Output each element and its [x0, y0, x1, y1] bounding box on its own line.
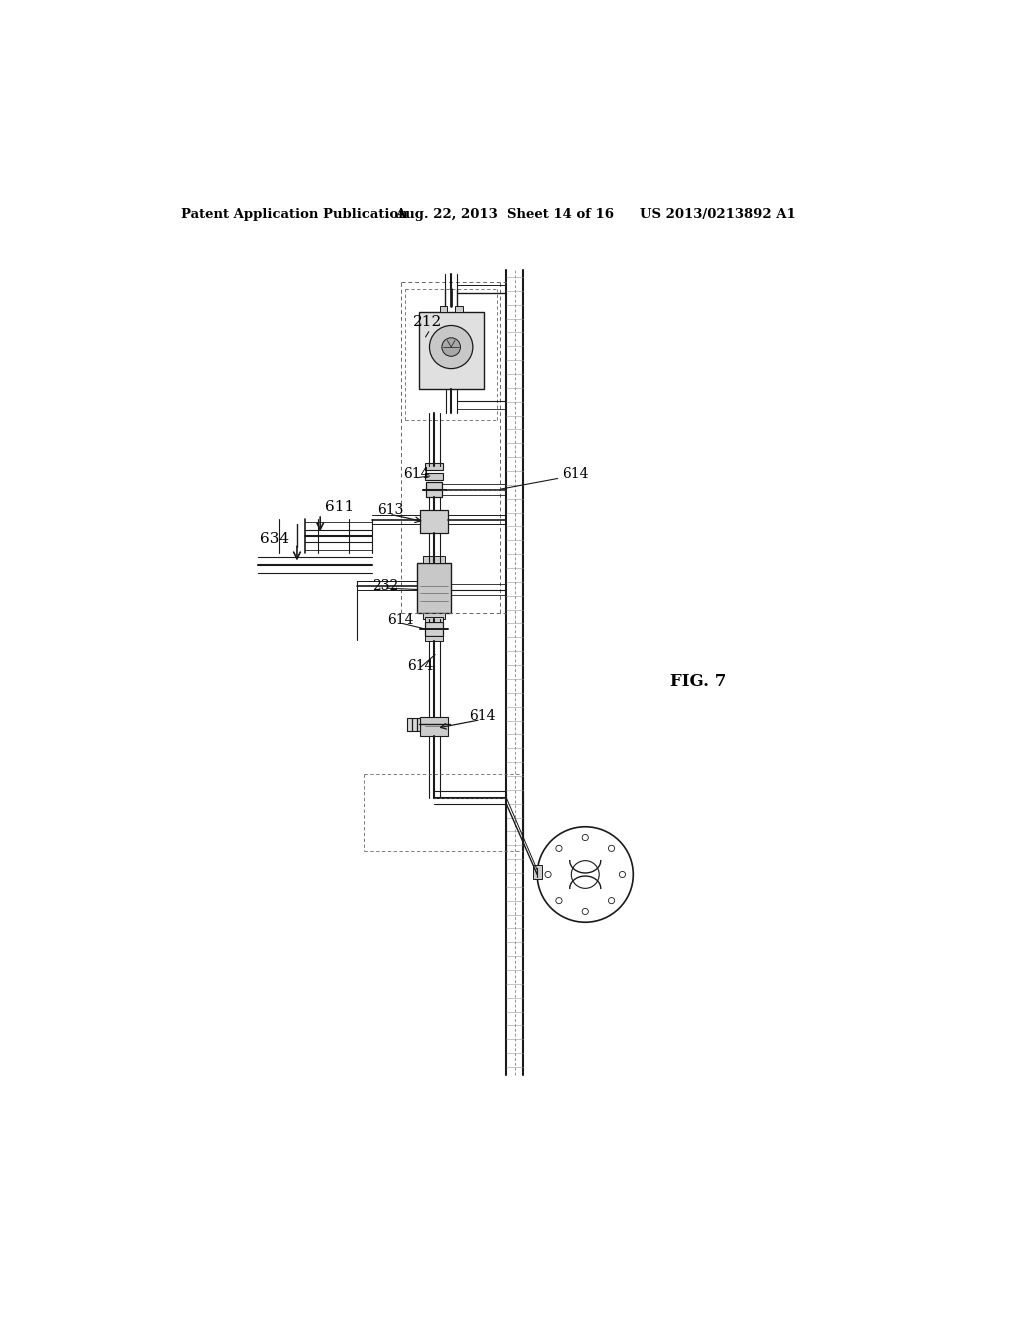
Text: 614: 614	[388, 614, 414, 627]
Circle shape	[442, 338, 461, 356]
Circle shape	[583, 834, 589, 841]
Text: US 2013/0213892 A1: US 2013/0213892 A1	[640, 209, 796, 222]
Text: 614: 614	[469, 710, 496, 723]
Bar	[407, 718, 420, 730]
Text: 614: 614	[403, 467, 430, 480]
Text: FIG. 7: FIG. 7	[671, 673, 727, 690]
Bar	[426, 482, 442, 498]
Bar	[439, 306, 447, 313]
Bar	[420, 717, 449, 737]
Text: 634: 634	[260, 532, 289, 545]
Text: 614: 614	[562, 467, 589, 480]
Text: 614: 614	[407, 660, 433, 673]
Circle shape	[620, 871, 626, 878]
Bar	[420, 511, 449, 533]
Bar	[423, 557, 445, 562]
Bar	[425, 462, 443, 470]
Bar	[425, 622, 443, 636]
Bar	[419, 313, 483, 389]
Text: Patent Application Publication: Patent Application Publication	[180, 209, 408, 222]
Circle shape	[556, 845, 562, 851]
Text: 613: 613	[378, 503, 403, 517]
Circle shape	[608, 845, 614, 851]
Bar	[425, 636, 443, 642]
Text: 212: 212	[414, 315, 442, 330]
Circle shape	[429, 326, 473, 368]
Bar	[532, 866, 542, 879]
Circle shape	[556, 898, 562, 904]
Text: 232: 232	[372, 578, 398, 593]
Bar	[425, 616, 443, 622]
Circle shape	[545, 871, 551, 878]
Bar	[425, 473, 443, 480]
Bar	[423, 612, 445, 619]
Circle shape	[608, 898, 614, 904]
Text: 611: 611	[325, 500, 354, 515]
Text: Aug. 22, 2013  Sheet 14 of 16: Aug. 22, 2013 Sheet 14 of 16	[395, 209, 614, 222]
Circle shape	[583, 908, 589, 915]
Bar	[417, 562, 452, 612]
Bar	[455, 306, 463, 313]
